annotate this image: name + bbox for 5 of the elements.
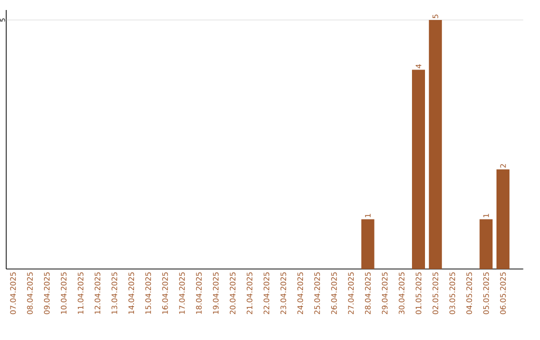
bar — [480, 219, 493, 269]
bar — [361, 219, 374, 269]
bar — [412, 70, 425, 269]
bar — [428, 20, 442, 269]
bar — [496, 169, 510, 269]
